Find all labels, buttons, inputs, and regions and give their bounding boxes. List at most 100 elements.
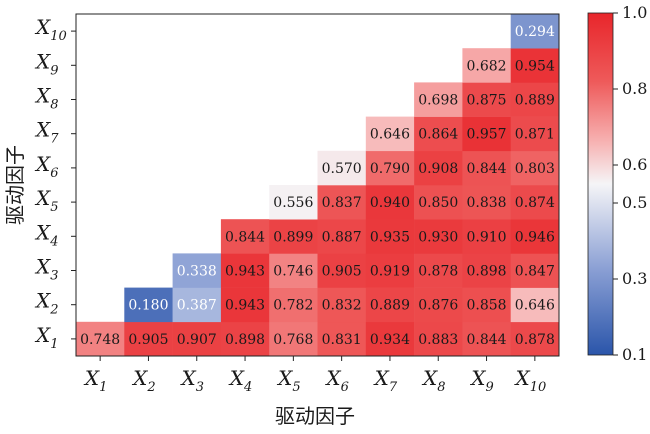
- y-tick-label: X6: [34, 152, 59, 181]
- heatmap-cell: [317, 287, 367, 323]
- heatmap-cell: [172, 321, 222, 357]
- y-axis-ticks: X1 X2 X3 X4 X5 X6 X7 X8 X9 X10: [34, 15, 76, 352]
- heatmap-cell: [269, 321, 318, 357]
- colorbar-tick-label: 0.5: [622, 193, 647, 212]
- cell-value-label: 0.930: [418, 229, 458, 245]
- cell-value-label: 0.898: [225, 332, 265, 348]
- cell-value-label: 0.946: [515, 229, 555, 245]
- heatmap-cell: [365, 287, 415, 323]
- x-tick-label: X7: [373, 366, 398, 395]
- plot-border: [75, 13, 560, 357]
- heatmap-cell: [510, 14, 560, 49]
- y-tick-label: X9: [34, 49, 59, 78]
- cell-value-label: 0.748: [80, 332, 120, 348]
- cell-value-label: 0.940: [370, 195, 410, 211]
- colorbar-tick-label: 0.1: [622, 345, 647, 364]
- y-tick-label: X10: [34, 15, 67, 44]
- heatmap-cell: [365, 321, 415, 357]
- cell-value-label: 0.844: [467, 332, 507, 348]
- heatmap-cell: [510, 82, 560, 117]
- cell-value-label: 0.646: [370, 127, 410, 143]
- cell-value-label: 0.908: [418, 161, 458, 177]
- cell-value-label: 0.180: [128, 298, 168, 314]
- heatmap-cells: 0.748 0.905 0.907 0.898 0.768 0.831 0.934 0.883…: [75, 13, 560, 357]
- heatmap-cell: [220, 321, 270, 357]
- heatmap-cell: [269, 253, 318, 288]
- cell-value-label: 0.768: [273, 332, 313, 348]
- cell-value-label: 0.910: [467, 229, 507, 245]
- heatmap-cell: [462, 150, 511, 186]
- heatmap-cell: [462, 287, 511, 323]
- y-axis-title: 驱动因子: [3, 145, 27, 225]
- cell-value-label: 0.294: [515, 24, 555, 40]
- cell-value-label: 0.957: [467, 127, 507, 143]
- heatmap-cell: [510, 150, 560, 186]
- cell-value-label: 0.864: [418, 127, 458, 143]
- cell-value-label: 0.847: [515, 264, 555, 280]
- y-tick-label: X8: [34, 84, 59, 113]
- cell-value-label: 0.919: [370, 264, 410, 280]
- heatmap-cell: [365, 253, 415, 288]
- heatmap-cell: [220, 219, 270, 254]
- y-tick-label: X2: [34, 289, 59, 318]
- heatmap-cell: [172, 253, 222, 288]
- heatmap-cell: [365, 116, 415, 152]
- cell-value-label: 0.837: [322, 195, 362, 211]
- heatmap-cell: [414, 82, 463, 117]
- cell-value-label: 0.838: [467, 195, 507, 211]
- colorbar-gradient: [587, 12, 614, 356]
- heatmap-cell: [317, 321, 367, 357]
- y-tick-label: X7: [34, 118, 59, 147]
- y-tick-label: X1: [34, 323, 59, 352]
- heatmap-cell: [510, 287, 560, 323]
- cell-value-label: 0.871: [515, 127, 555, 143]
- y-tick-label: X4: [34, 220, 59, 249]
- cell-value-label: 0.935: [370, 229, 410, 245]
- heatmap-cell: [462, 321, 511, 357]
- heatmap-cell: [365, 150, 415, 186]
- heatmap-cell: [462, 48, 511, 83]
- colorbar-tick-label: 0.8: [622, 79, 647, 98]
- heatmap-cell: [414, 253, 463, 288]
- x-tick-label: X8: [421, 366, 446, 395]
- heatmap-cell: [220, 287, 270, 323]
- heatmap-cell: [317, 150, 367, 186]
- cell-value-label: 0.850: [418, 195, 458, 211]
- heatmap-cell: [462, 82, 511, 117]
- cell-value-label: 0.570: [322, 161, 362, 177]
- cell-value-label: 0.746: [273, 264, 313, 280]
- colorbar-tick-label: 0.6: [622, 155, 647, 174]
- heatmap-cell: [414, 219, 463, 254]
- y-tick-label: X3: [34, 255, 59, 284]
- heatmap-cell: [220, 253, 270, 288]
- y-tick-label: X5: [34, 186, 59, 215]
- colorbar: 1.0 0.8 0.6 0.5 0.3 0.1: [587, 3, 647, 364]
- colorbar-ticks: 1.0 0.8 0.6 0.5 0.3 0.1: [613, 3, 647, 364]
- heatmap-cell: [510, 185, 560, 220]
- heatmap-cell: [76, 321, 125, 357]
- heatmap-cell: [510, 48, 560, 83]
- x-axis-title: 驱动因子: [275, 404, 355, 428]
- x-tick-label: X5: [276, 366, 301, 395]
- cell-value-label: 0.889: [370, 298, 410, 314]
- cell-value-label: 0.943: [225, 264, 265, 280]
- heatmap-cell: [414, 116, 463, 152]
- heatmap-cell: [124, 287, 173, 323]
- cell-value-label: 0.803: [515, 161, 555, 177]
- heatmap-cell: [462, 185, 511, 220]
- cell-value-label: 0.790: [370, 161, 410, 177]
- heatmap-cell: [462, 116, 511, 152]
- cell-value-label: 0.698: [418, 93, 458, 109]
- heatmap-cell: [414, 150, 463, 186]
- cell-value-label: 0.782: [273, 298, 313, 314]
- heatmap-cell: [414, 185, 463, 220]
- cell-value-label: 0.682: [467, 58, 507, 74]
- cell-value-label: 0.899: [273, 229, 313, 245]
- x-tick-label: X6: [324, 366, 349, 395]
- cell-value-label: 0.832: [322, 298, 362, 314]
- cell-value-label: 0.943: [225, 298, 265, 314]
- cell-value-label: 0.905: [128, 332, 168, 348]
- heatmap-cell: [269, 185, 318, 220]
- cell-value-label: 0.844: [467, 161, 507, 177]
- heatmap-cell: [510, 219, 560, 254]
